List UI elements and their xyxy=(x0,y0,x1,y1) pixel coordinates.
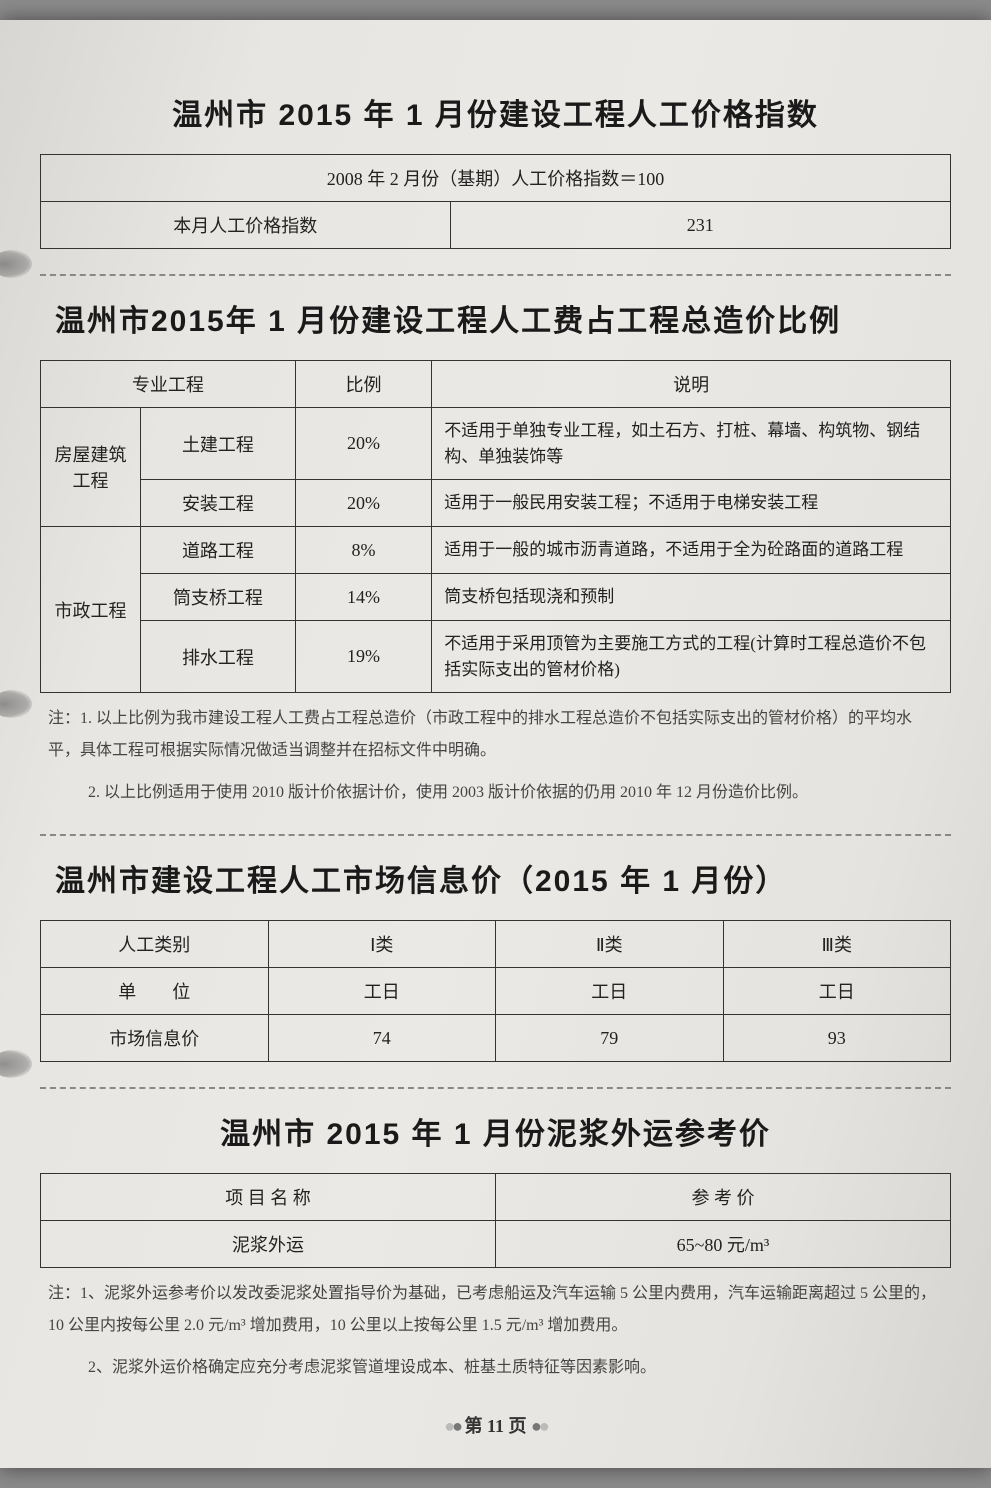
section4-title: 温州市 2015 年 1 月份泥浆外运参考价 xyxy=(40,1109,951,1153)
item-price-cell: 65~80 元/m³ xyxy=(496,1221,951,1268)
cell: 工日 xyxy=(268,968,496,1015)
group-municipal: 市政工程 xyxy=(41,527,141,693)
row-label: 单 位 xyxy=(41,968,269,1015)
section2-note1: 注：1. 以上比例为我市建设工程人工费占工程总造价（市政工程中的排水工程总造价不… xyxy=(40,703,951,767)
sub-cell: 道路工程 xyxy=(141,527,296,574)
cell: 93 xyxy=(723,1015,951,1062)
ratio-cell: 20% xyxy=(295,408,432,480)
section2-note2: 2. 以上比例适用于使用 2010 版计价依据计价，使用 2003 版计价依据的… xyxy=(40,777,951,809)
section2-title: 温州市2015年 1 月份建设工程人工费占工程总造价比例 xyxy=(40,296,951,340)
cell: 79 xyxy=(496,1015,724,1062)
base-note-cell: 2008 年 2 月份（基期）人工价格指数＝100 xyxy=(41,155,951,202)
cell: 74 xyxy=(268,1015,496,1062)
ratio-cell: 8% xyxy=(295,527,432,574)
sub-cell: 安装工程 xyxy=(141,480,296,527)
sub-cell: 筒支桥工程 xyxy=(141,574,296,621)
table-price-index: 2008 年 2 月份（基期）人工价格指数＝100 本月人工价格指数 231 xyxy=(40,154,951,249)
cell: 工日 xyxy=(723,968,951,1015)
ratio-cell: 14% xyxy=(295,574,432,621)
desc-cell: 适用于一般的城市沥青道路，不适用于全为砼路面的道路工程 xyxy=(432,527,951,574)
divider xyxy=(40,1087,951,1089)
th-desc: 说明 xyxy=(432,361,951,408)
footer-dot-icon: ● xyxy=(531,1416,539,1436)
item-name-cell: 泥浆外运 xyxy=(41,1221,496,1268)
th-project: 专业工程 xyxy=(41,361,296,408)
section3-title: 温州市建设工程人工市场信息价（2015 年 1 月份） xyxy=(40,856,951,900)
sub-cell: 排水工程 xyxy=(141,621,296,693)
th-class2: Ⅱ类 xyxy=(496,921,724,968)
divider xyxy=(40,834,951,836)
th-ratio: 比例 xyxy=(295,361,432,408)
index-value-cell: 231 xyxy=(450,202,951,249)
section-market-price: 温州市建设工程人工市场信息价（2015 年 1 月份） 人工类别 Ⅰ类 Ⅱ类 Ⅲ… xyxy=(40,856,951,1062)
ratio-cell: 19% xyxy=(295,621,432,693)
page-footer: ●● 第 11 页 ●● xyxy=(40,1412,951,1438)
group-building: 房屋建筑工程 xyxy=(41,408,141,527)
footer-dot-icon: ● xyxy=(539,1416,547,1436)
binder-hole-mark xyxy=(0,250,32,278)
page-number: 第 11 页 xyxy=(464,1416,526,1436)
section4-note1: 注：1、泥浆外运参考价以发改委泥浆处置指导价为基础，已考虑船运及汽车运输 5 公… xyxy=(40,1278,951,1342)
index-label-cell: 本月人工价格指数 xyxy=(41,202,451,249)
document-page: 温州市 2015 年 1 月份建设工程人工价格指数 2008 年 2 月份（基期… xyxy=(0,20,991,1468)
table-slurry-price: 项 目 名 称 参 考 价 泥浆外运 65~80 元/m³ xyxy=(40,1173,951,1268)
section-price-index: 温州市 2015 年 1 月份建设工程人工价格指数 2008 年 2 月份（基期… xyxy=(40,90,951,249)
desc-cell: 不适用于采用顶管为主要施工方式的工程(计算时工程总造价不包括实际支出的管材价格) xyxy=(432,621,951,693)
footer-dot-icon: ● xyxy=(452,1416,460,1436)
binder-hole-mark xyxy=(0,1050,32,1078)
table-labor-ratio: 专业工程 比例 说明 房屋建筑工程 土建工程 20% 不适用于单独专业工程，如土… xyxy=(40,360,951,693)
section1-title: 温州市 2015 年 1 月份建设工程人工价格指数 xyxy=(40,90,951,134)
footer-dot-icon: ● xyxy=(444,1416,452,1436)
th-ref-price: 参 考 价 xyxy=(496,1174,951,1221)
th-category: 人工类别 xyxy=(41,921,269,968)
row-label: 市场信息价 xyxy=(41,1015,269,1062)
th-class1: Ⅰ类 xyxy=(268,921,496,968)
th-class3: Ⅲ类 xyxy=(723,921,951,968)
table-market-price: 人工类别 Ⅰ类 Ⅱ类 Ⅲ类 单 位 工日 工日 工日 市场信息价 74 79 9… xyxy=(40,920,951,1062)
cell: 工日 xyxy=(496,968,724,1015)
divider xyxy=(40,274,951,276)
ratio-cell: 20% xyxy=(295,480,432,527)
desc-cell: 筒支桥包括现浇和预制 xyxy=(432,574,951,621)
desc-cell: 不适用于单独专业工程，如土石方、打桩、幕墙、构筑物、钢结构、单独装饰等 xyxy=(432,408,951,480)
desc-cell: 适用于一般民用安装工程；不适用于电梯安装工程 xyxy=(432,480,951,527)
section4-note2: 2、泥浆外运价格确定应充分考虑泥浆管道埋设成本、桩基土质特征等因素影响。 xyxy=(40,1352,951,1384)
th-item-name: 项 目 名 称 xyxy=(41,1174,496,1221)
section-labor-ratio: 温州市2015年 1 月份建设工程人工费占工程总造价比例 专业工程 比例 说明 … xyxy=(40,296,951,809)
sub-cell: 土建工程 xyxy=(141,408,296,480)
section-slurry-price: 温州市 2015 年 1 月份泥浆外运参考价 项 目 名 称 参 考 价 泥浆外… xyxy=(40,1109,951,1384)
binder-hole-mark xyxy=(0,690,32,718)
